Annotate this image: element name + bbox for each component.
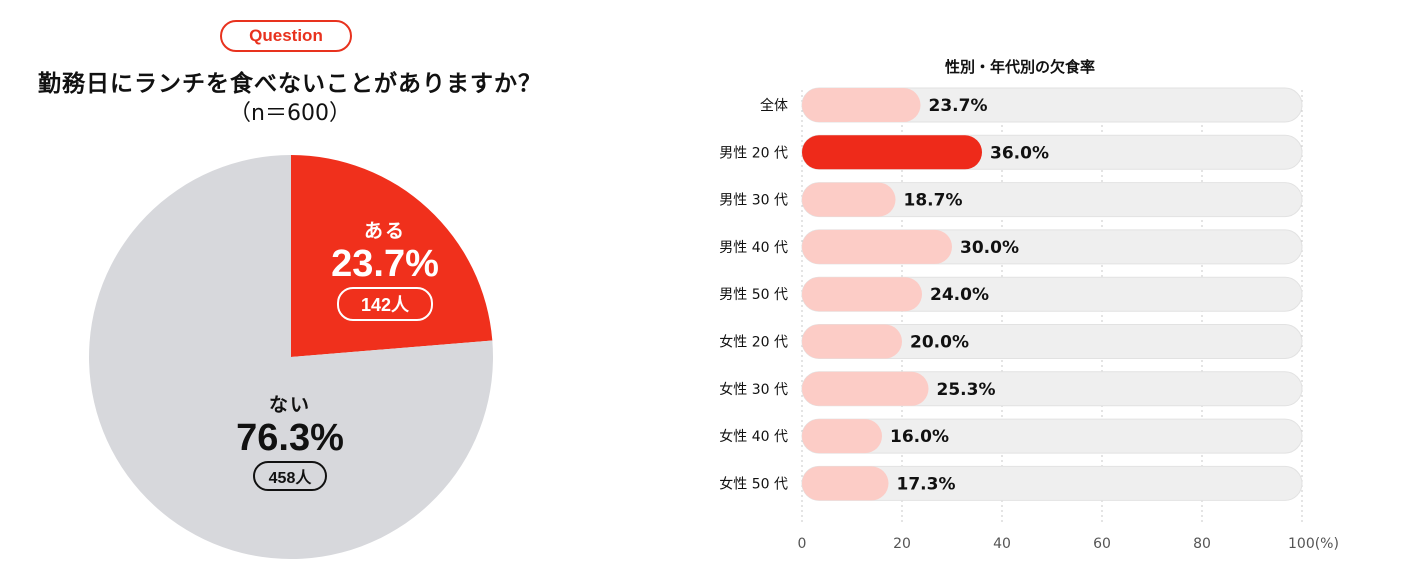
category-label: 男性 30 代 [719,193,788,209]
pie-label-yes-count: 142人 [336,287,434,321]
pie-label-yes-percent: 23.7% [331,243,439,285]
bar [802,466,889,501]
value-label: 16.0% [890,427,949,447]
bar-chart: 全体 23.7% 男性 20 代 36.0% 男性 30 代 18.7% 男性 40 代 30… [719,87,1339,552]
value-label: 25.3% [937,380,996,400]
bar [802,135,982,170]
bar [802,88,921,122]
pie-label-yes: ある 23.7% 142人 [300,216,470,321]
x-tick-label: 20 [893,536,911,552]
x-tick-label: 60 [1093,536,1111,552]
category-label: 男性 20 代 [719,145,788,161]
value-label: 36.0% [990,143,1049,163]
bar [802,229,952,264]
pie-label-no: ない 76.3% 458人 [205,390,375,491]
value-label: 17.3% [897,474,956,494]
bar [802,277,922,312]
pie-label-yes-text: ある [363,220,406,242]
pie-label-no-count: 458人 [252,461,328,491]
category-label: 女性 30 代 [719,381,788,398]
question-title: 勤務日にランチを食べないことがありますか？ [38,71,542,97]
value-label: 18.7% [904,191,963,211]
category-label: 女性 40 代 [719,428,788,445]
bar [802,324,902,359]
x-tick-label: 0 [798,536,807,552]
category-label: 女性 20 代 [719,334,788,351]
pie-label-no-text: ない [268,394,311,416]
x-tick-label: 80 [1193,536,1211,552]
bar [802,182,896,217]
x-tick-label: 100(%) [1288,536,1339,552]
question-badge: Question [220,20,352,52]
pie-label-no-percent: 76.3% [236,417,344,459]
x-tick-label: 40 [993,536,1011,552]
value-label: 23.7% [929,96,988,116]
category-label: 男性 40 代 [719,240,788,256]
bar [802,419,882,454]
category-label: 男性 50 代 [719,287,788,303]
sample-size: （n＝600） [229,101,351,126]
pie-slice-no [89,155,494,559]
category-label: 女性 50 代 [719,475,788,492]
value-label: 30.0% [960,238,1019,258]
bar [802,371,929,406]
value-label: 20.0% [910,333,969,353]
category-label: 全体 [760,97,788,114]
bar-chart-title: 性別・年代別の欠食率 [944,58,1095,76]
value-label: 24.0% [930,285,989,305]
